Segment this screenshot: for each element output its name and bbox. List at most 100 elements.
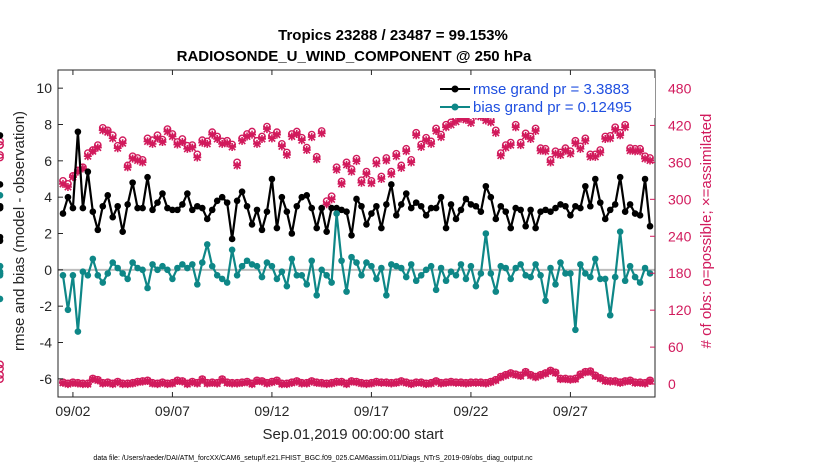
bias-point (218, 275, 226, 283)
rmse-point (527, 206, 534, 214)
obs-assimilated-marker (183, 144, 192, 153)
obs-assimilated-low-marker (213, 379, 222, 388)
rmse-point (388, 181, 395, 188)
obs-assimilated-low-marker (437, 379, 446, 388)
bias-point (517, 261, 524, 268)
obs-assimilated-low-marker (123, 380, 132, 389)
obs-assimilated-low-marker (257, 377, 266, 386)
obs-assimilated-low-marker (188, 378, 197, 387)
obs-assimilated-marker (501, 143, 510, 152)
obs-assimilated-marker (342, 160, 351, 169)
obs-possible-low-marker (0, 375, 4, 384)
obs-assimilated-marker (417, 142, 426, 151)
bias-point (243, 257, 251, 265)
obs-possible-low-marker (0, 360, 4, 369)
bias-point (248, 261, 256, 268)
obs-assimilated-low-marker (228, 379, 237, 388)
bias-point (273, 275, 281, 283)
bias-point (278, 268, 286, 275)
obs-assimilated-marker (402, 147, 411, 156)
rmse-point (417, 202, 425, 210)
obs-assimilated-marker (138, 158, 147, 167)
obs-assimilated-marker (576, 144, 585, 153)
obs-assimilated-marker (163, 127, 172, 136)
obs-assimilated-low-marker (611, 377, 620, 386)
bias-point (109, 259, 117, 266)
rmse-point (537, 208, 544, 215)
obs-assimilated-marker (611, 125, 620, 134)
obs-assimilated-low-marker (88, 375, 97, 384)
obs-assimilated-marker (377, 175, 386, 183)
bias-point (124, 275, 131, 283)
y-right-tick-label: 300 (668, 191, 692, 207)
obs-assimilated-low-marker (198, 375, 207, 384)
obs-assimilated-marker (551, 149, 560, 158)
bias-point (497, 262, 505, 270)
bias-point (69, 271, 77, 279)
rmse-point (427, 204, 435, 212)
rmse-point (393, 212, 400, 219)
bias-point (149, 261, 156, 268)
bias-point (0, 262, 4, 270)
y-right-tick-label: 0 (668, 376, 676, 392)
obs-assimilated-low-marker (566, 375, 575, 384)
rmse-point (114, 202, 121, 210)
rmse-point (517, 206, 524, 214)
obs-assimilated-low-marker (591, 372, 600, 381)
obs-assimilated-marker (277, 142, 286, 151)
obs-assimilated-marker (287, 132, 296, 141)
rmse-point (402, 190, 410, 197)
rmse-point (338, 206, 345, 214)
obs-assimilated-marker (68, 173, 77, 182)
legend-box (432, 78, 655, 118)
obs-assimilated-marker (646, 156, 655, 165)
obs-assimilated-marker (531, 126, 540, 135)
obs-assimilated-low-marker (267, 378, 276, 387)
rmse-point (422, 212, 430, 219)
obs-assimilated-marker (367, 179, 376, 188)
obs-assimilated-marker (456, 114, 465, 123)
obs-assimilated-low-marker (178, 377, 187, 386)
bias-point (228, 246, 236, 254)
bias-point (64, 306, 72, 314)
bias-point (582, 270, 589, 277)
bias-point (487, 270, 495, 277)
obs-assimilated-low-marker (277, 380, 286, 389)
obs-assimilated-marker (88, 147, 97, 156)
obs-assimilated-marker (636, 147, 645, 156)
rmse-point (587, 202, 594, 210)
bias-point (611, 273, 619, 281)
obs-assimilated-low-marker (402, 378, 411, 387)
bias-point (169, 275, 176, 283)
obs-assimilated-low-marker (556, 375, 565, 384)
bias-point (79, 268, 87, 275)
rmse-point (333, 204, 340, 212)
rmse-point (198, 204, 206, 212)
obs-assimilated-low-marker (78, 380, 87, 389)
x-tick-label: 09/07 (155, 403, 190, 419)
bias-point (338, 257, 345, 265)
obs-assimilated-marker (193, 153, 202, 162)
bias-point (562, 270, 569, 277)
obs-assimilated-low-marker (297, 379, 306, 388)
rmse-point (507, 224, 515, 232)
obs-assimilated-low-marker (103, 378, 112, 387)
rmse-point (313, 224, 321, 232)
y-right-tick-label: 420 (668, 117, 692, 133)
obs-assimilated-marker (422, 136, 431, 145)
bias-point (527, 273, 534, 281)
bias-point (99, 279, 107, 286)
obs-assimilated-low-marker (287, 378, 296, 387)
y-tick-label: -4 (40, 335, 53, 351)
obs-assimilated-low-marker (516, 372, 525, 381)
obs-assimilated-marker (168, 132, 177, 141)
obs-assimilated-low-marker (63, 380, 72, 389)
obs-assimilated-marker (586, 152, 595, 161)
obs-assimilated-low-marker (143, 376, 152, 385)
obs-assimilated-marker (267, 134, 276, 143)
rmse-point (467, 201, 475, 208)
rmse-point (572, 202, 579, 210)
bias-point (0, 295, 4, 303)
obs-assimilated-marker (466, 118, 475, 127)
